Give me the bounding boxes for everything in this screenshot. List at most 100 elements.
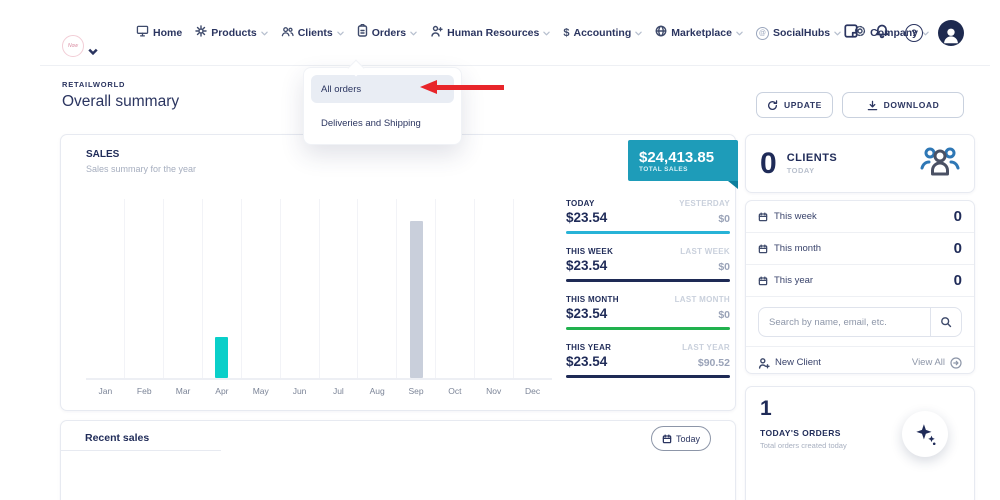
chart-column-jul [320, 199, 359, 378]
clients-sublabel: TODAY [786, 166, 815, 175]
download-button[interactable]: DOWNLOAD [842, 92, 964, 118]
nav-item-clients[interactable]: Clients [281, 24, 344, 42]
clients-detail-card: This week 0 This month 0 This year 0 New [745, 200, 975, 374]
nav-item-orders[interactable]: Orders [357, 23, 417, 42]
month-label-nov: Nov [486, 386, 502, 396]
stat-this-week: THIS WEEK LAST WEEK $23.54 $0 [566, 247, 730, 282]
stat-value: $23.54 [566, 306, 608, 321]
nav-item-marketplace[interactable]: Marketplace [655, 24, 743, 42]
chart-column-nov [475, 199, 515, 378]
chart-column-jan [86, 199, 125, 378]
month-label-sep: Sep [408, 386, 424, 396]
recent-sales-title: Recent sales [85, 432, 150, 444]
row-label: This month [774, 243, 821, 254]
new-client-link[interactable]: New Client [758, 357, 821, 369]
recent-sales-card: Recent sales Today [60, 420, 736, 500]
nav-item-home[interactable]: Home [136, 24, 182, 42]
user-plus-icon [430, 24, 443, 42]
month-label-dec: Dec [524, 386, 541, 396]
stat-value: $23.54 [566, 354, 608, 369]
clients-row-this-year: This year 0 [746, 265, 974, 297]
monitor-icon [136, 24, 149, 42]
nav-right-actions: ? [843, 0, 964, 66]
client-search [746, 297, 974, 346]
breadcrumb: RETAILWORLD [62, 80, 126, 89]
chevron-down-icon [260, 31, 268, 35]
bar-sep [409, 221, 423, 378]
month-label-may: May [252, 386, 269, 396]
nav-item-products[interactable]: Products [195, 24, 268, 42]
nav-label: Human Resources [447, 27, 540, 39]
chart-column-feb [125, 199, 164, 378]
bell-icon[interactable] [874, 23, 890, 44]
stat-compare-value: $0 [718, 309, 730, 321]
chevron-down-icon [336, 31, 344, 35]
chart-month-labels: Jan Feb Mar Apr May Jun Jul Aug Sep Oct Nov Dec [86, 386, 552, 396]
nav-item-accounting[interactable]: $ Accounting [563, 27, 642, 39]
badge-notch [728, 181, 738, 189]
total-sales-amount: $24,413.85 [639, 148, 715, 166]
nav-label: Products [211, 27, 257, 39]
clients-row-this-week: This week 0 [746, 201, 974, 233]
chart-column-aug [358, 199, 398, 378]
stat-period: THIS YEAR [566, 343, 612, 352]
ai-assistant-button[interactable] [902, 411, 948, 457]
stat-this-month: THIS MONTH LAST MONTH $23.54 $0 [566, 295, 730, 330]
sales-stats: TODAY YESTERDAY $23.54 $0 THIS WEEK LAST WE… [566, 199, 730, 391]
chevron-down-icon [736, 31, 743, 35]
search-button[interactable] [930, 308, 961, 336]
red-arrow-annotation-head [420, 80, 437, 94]
chart-column-mar [164, 199, 203, 378]
today-filter-button[interactable]: Today [651, 426, 711, 451]
top-nav-bar: Now Home Products Clients Orders [0, 0, 1000, 66]
nav-label: Marketplace [671, 27, 732, 39]
page-title: Overall summary [62, 93, 180, 110]
nav-item-socialhubs[interactable]: @ SocialHubs [755, 26, 841, 40]
menu-item-deliveries-shipping[interactable]: Deliveries and Shipping [321, 117, 421, 129]
month-label-jun: Jun [292, 386, 307, 396]
chart-column-may [242, 199, 281, 378]
nav-bottom-divider [40, 65, 990, 66]
chevron-down-icon [834, 31, 841, 35]
month-label-oct: Oct [448, 386, 462, 396]
app-logo[interactable]: Now [62, 35, 84, 57]
row-value: 0 [953, 240, 962, 257]
logo-chevron-down-icon[interactable] [88, 42, 98, 60]
people-group-icon [920, 145, 960, 182]
stat-underline [566, 327, 730, 330]
chevron-down-icon [410, 31, 417, 35]
dollar-icon: $ [563, 26, 570, 39]
bar-apr [215, 337, 229, 378]
stat-period: TODAY [566, 199, 595, 208]
clients-label: CLIENTS [786, 152, 838, 164]
avatar[interactable] [938, 20, 964, 46]
notes-icon[interactable] [843, 23, 859, 44]
sales-card: SALES Sales summary for the year $24,413… [60, 134, 738, 411]
sales-bar-chart [86, 199, 552, 380]
client-search-input[interactable] [759, 316, 930, 328]
red-arrow-annotation [436, 85, 504, 90]
chevron-down-icon [543, 31, 551, 35]
update-button[interactable]: UPDATE [756, 92, 833, 118]
orders-sublabel: Total orders created today [760, 441, 847, 450]
stat-compare-period: LAST WEEK [680, 247, 730, 256]
sales-card-subtitle: Sales summary for the year [86, 164, 197, 174]
calendar-icon [758, 211, 768, 221]
nav-item-human-resources[interactable]: Human Resources [430, 24, 551, 42]
user-plus-icon [758, 357, 770, 369]
orders-dropdown-menu: All orders Deliveries and Shipping [303, 59, 462, 145]
update-label: UPDATE [784, 100, 822, 110]
sales-card-title: SALES [86, 149, 120, 160]
help-icon[interactable]: ? [905, 24, 923, 42]
chevron-down-icon [635, 31, 642, 35]
stat-compare-period: LAST YEAR [682, 343, 730, 352]
stat-underline [566, 279, 730, 282]
orders-icon [357, 23, 368, 42]
today-filter-label: Today [675, 433, 701, 444]
globe-icon [655, 24, 667, 42]
stat-underline [566, 231, 730, 234]
chart-column-oct [436, 199, 476, 378]
view-all-link[interactable]: View All [912, 356, 962, 369]
month-label-jan: Jan [98, 386, 113, 396]
